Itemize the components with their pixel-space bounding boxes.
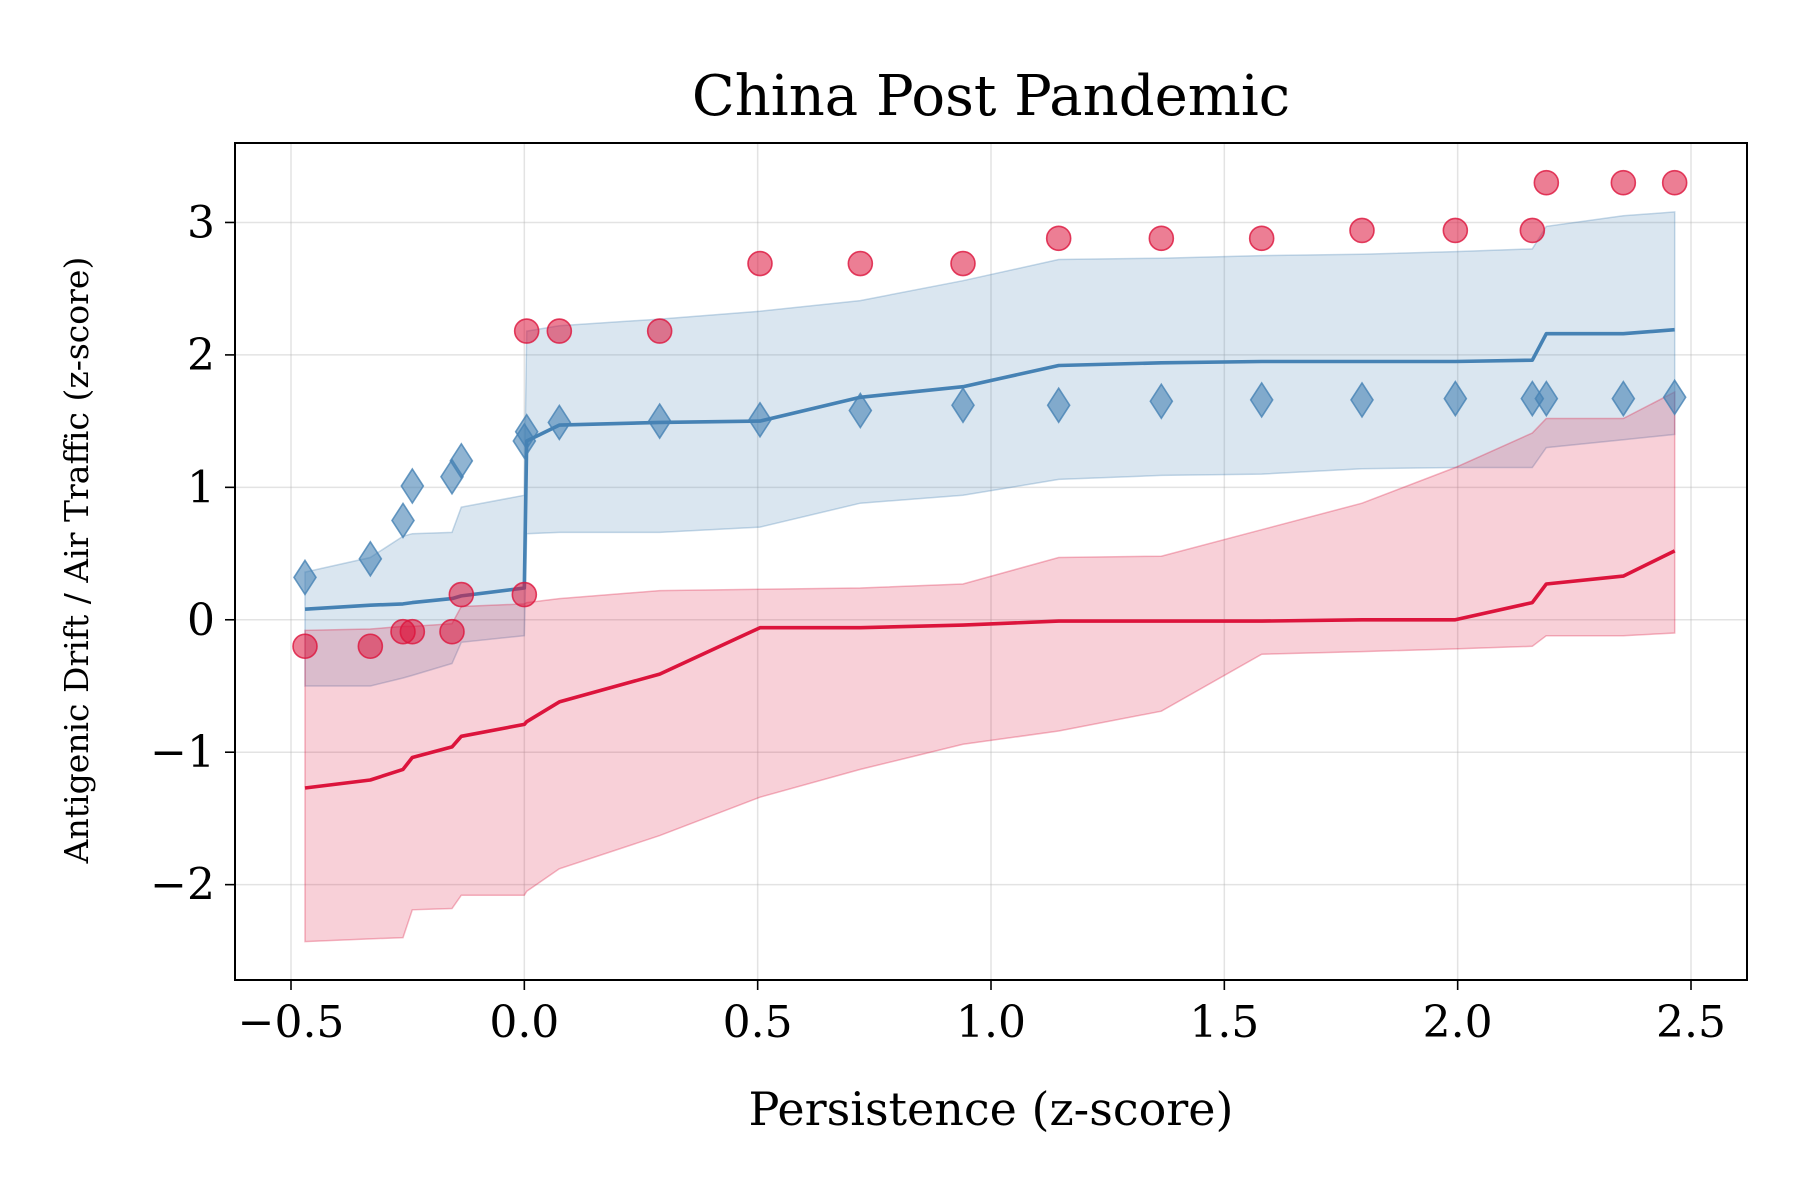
diamond-point xyxy=(514,413,539,451)
circle-point xyxy=(1442,217,1469,244)
circle-point xyxy=(513,318,540,344)
diamond-point xyxy=(1149,382,1174,420)
diamond-point xyxy=(1350,381,1374,419)
circle-point xyxy=(546,318,573,344)
circle-point xyxy=(292,633,318,660)
diamond-point xyxy=(391,501,415,539)
circle-point xyxy=(1248,225,1275,252)
confidence-bands xyxy=(304,211,1676,943)
circle-point xyxy=(448,581,475,608)
x-axis-label: Persistence (z-score) xyxy=(749,1082,1234,1136)
circle-point xyxy=(950,250,976,277)
y-tick-label: 0 xyxy=(187,595,215,646)
circle-point xyxy=(357,633,384,660)
y-tick-label: −1 xyxy=(150,727,215,778)
diamond-point xyxy=(449,442,474,480)
x-tick-label: 1.5 xyxy=(1189,997,1259,1048)
circle-point xyxy=(1349,217,1375,244)
circle-point xyxy=(1610,169,1637,196)
diamond-point xyxy=(1534,380,1559,418)
grid xyxy=(235,143,1747,980)
circle-point xyxy=(1148,225,1175,252)
y-tick-label: 2 xyxy=(187,330,215,381)
diamond-point xyxy=(748,401,772,439)
circle-point xyxy=(1045,225,1072,252)
y-tick-label: −2 xyxy=(150,860,215,911)
diamond-point xyxy=(358,540,383,578)
y-axis-label: Antigenic Drift / Air Traffic (z-score) xyxy=(57,257,96,865)
diamond-point xyxy=(1611,380,1636,418)
circle-point xyxy=(439,618,465,645)
x-tick-label: 2.0 xyxy=(1423,997,1493,1048)
band-circle-series xyxy=(304,390,1676,943)
trend-line-diamond-series xyxy=(304,327,1675,611)
diamond-point xyxy=(1443,380,1468,418)
trend-lines xyxy=(304,327,1676,790)
x-tick-label: −0.5 xyxy=(238,997,345,1048)
y-tick-label: 3 xyxy=(187,197,215,248)
diamond-point xyxy=(293,558,317,596)
circle-point xyxy=(747,250,773,277)
circle-point xyxy=(1661,169,1688,196)
circle-point xyxy=(646,318,673,344)
axis-ticks: −0.5 0.0 0.5 1.0 1.5 2.0 2.5 −2 −1 0 1 2 3 xyxy=(150,197,1726,1048)
diamond-point xyxy=(951,386,975,424)
x-tick-label: 1.0 xyxy=(956,997,1026,1048)
diamond-point xyxy=(647,402,672,440)
x-tick-label: 0.5 xyxy=(723,997,793,1048)
trend-line-circle-series xyxy=(304,549,1676,790)
diamond-point xyxy=(400,467,425,505)
diamond-point xyxy=(547,403,572,441)
diamond-point xyxy=(1046,386,1071,424)
circle-point xyxy=(1533,169,1560,196)
x-tick-label: 0.0 xyxy=(489,997,559,1048)
circle-point xyxy=(1519,217,1546,244)
circle-point xyxy=(399,618,426,645)
diamond-point xyxy=(1662,378,1687,416)
y-tick-label: 1 xyxy=(187,462,215,513)
chart-title: China Post Pandemic xyxy=(692,64,1290,129)
diamond-point xyxy=(848,392,873,429)
circle-point xyxy=(847,250,874,277)
circle-point xyxy=(511,581,538,608)
x-tick-label: 2.5 xyxy=(1656,997,1726,1048)
data-points xyxy=(292,169,1688,660)
diamond-point xyxy=(1249,381,1274,419)
